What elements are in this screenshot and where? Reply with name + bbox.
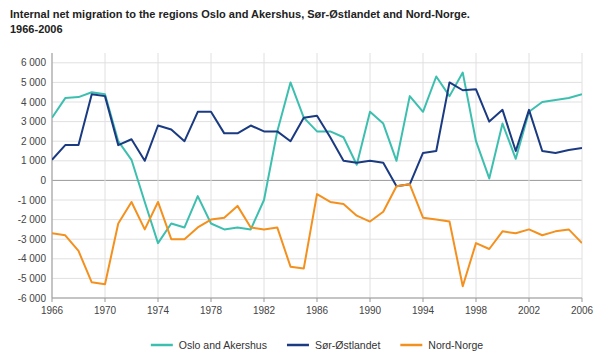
x-grid-line (158, 53, 159, 298)
x-tick (370, 298, 371, 302)
x-tick-label: 1966 (41, 305, 64, 316)
legend-label: Oslo and Akershus (179, 339, 267, 351)
title: 1966-2006 (10, 23, 63, 35)
x-tick-label: 2006 (571, 305, 594, 316)
x-tick (423, 298, 424, 302)
legend-item: Oslo and Akershus (151, 339, 267, 351)
x-grid-line (264, 53, 265, 298)
x-tick-label: 1974 (147, 305, 170, 316)
legend-swatch (400, 344, 422, 347)
lines (52, 73, 582, 287)
title: Internal net migration to the regions Os… (10, 8, 470, 20)
x-tick (158, 298, 159, 302)
chart: Internal net migration to the regions Os… (0, 0, 596, 361)
grid (52, 53, 582, 298)
legend: Oslo and Akershus Sør-Østlandet Nord-Norge (151, 339, 484, 351)
y-tick-label: 5 000 (21, 77, 46, 88)
x-grid-line (52, 53, 53, 298)
y-tick-label: 4 000 (21, 97, 46, 108)
y-tick-label: 6 000 (21, 57, 46, 68)
x-tick-label: 1982 (253, 305, 276, 316)
x-axis-line (52, 298, 582, 299)
x-tick-label: 1994 (412, 305, 435, 316)
legend-item: Sør-Østlandet (287, 339, 380, 351)
x-tick-label: 1998 (465, 305, 488, 316)
y-tick-label: -5 000 (18, 273, 47, 284)
x-tick-label: 2002 (518, 305, 541, 316)
y-grid-line (52, 298, 582, 299)
series-line (52, 82, 582, 186)
y-tick-label: 3 000 (21, 116, 46, 127)
x-tick (211, 298, 212, 302)
legend-swatch (151, 344, 173, 347)
x-tick-label: 1970 (94, 305, 117, 316)
x-grid-line (105, 53, 106, 298)
series-line (52, 184, 582, 286)
y-tick-label: 0 (40, 175, 46, 186)
x-tick-label: 1978 (200, 305, 223, 316)
x-grid-line (211, 53, 212, 298)
title-group: Internal net migration to the regions Os… (10, 8, 470, 35)
x-tick-label: 1986 (306, 305, 329, 316)
x-grid-line (582, 53, 583, 298)
y-tick-label: 1 000 (21, 155, 46, 166)
y-tick-label: -1 000 (18, 195, 47, 206)
x-tick-label: 1990 (359, 305, 382, 316)
y-tick-label: 2 000 (21, 136, 46, 147)
y-tick-label: -2 000 (18, 214, 47, 225)
x-grid-line (370, 53, 371, 298)
y-tick-label: -3 000 (18, 234, 47, 245)
x-grid-line (423, 53, 424, 298)
x-tick (529, 298, 530, 302)
y-tick-label: -4 000 (18, 253, 47, 264)
x-tick (264, 298, 265, 302)
legend-label: Nord-Norge (428, 339, 483, 351)
series-line (52, 73, 582, 244)
x-tick (52, 298, 53, 302)
y-tick-label: -6 000 (18, 293, 47, 304)
axes: -6 000 -5 000 -4 000 -3 000 -2 000 -1 000 0 1 0… (18, 53, 594, 316)
legend-item: Nord-Norge (400, 339, 483, 351)
x-tick (476, 298, 477, 302)
x-grid-line (317, 53, 318, 298)
legend-label: Sør-Østlandet (315, 339, 380, 351)
x-tick (582, 298, 583, 302)
x-tick (317, 298, 318, 302)
x-tick (105, 298, 106, 302)
legend-swatch (287, 344, 309, 347)
y-axis-line (52, 53, 53, 298)
x-grid-line (529, 53, 530, 298)
